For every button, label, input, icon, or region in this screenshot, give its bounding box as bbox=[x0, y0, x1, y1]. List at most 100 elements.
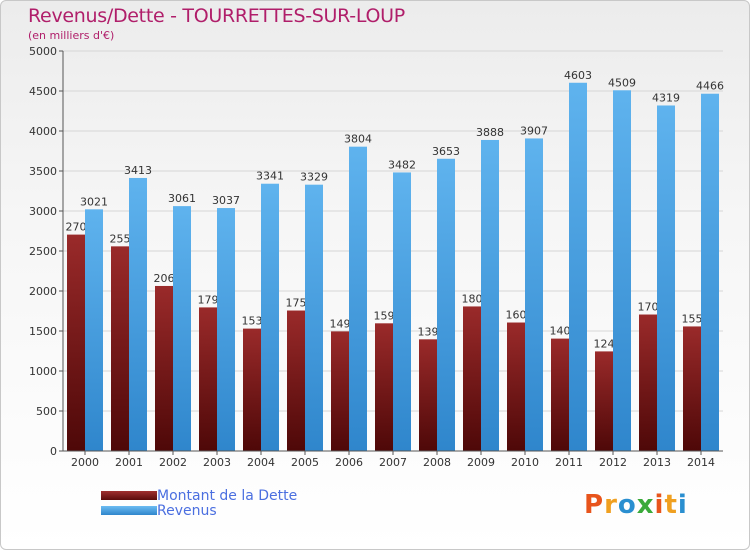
bar-dette bbox=[683, 326, 701, 451]
data-label-revenus: 3804 bbox=[344, 133, 372, 146]
data-label-dette: 160 bbox=[506, 309, 527, 322]
logo-letter: i bbox=[677, 490, 688, 520]
y-tick-label: 4500 bbox=[29, 85, 57, 98]
data-label-revenus: 4509 bbox=[608, 76, 636, 89]
x-tick-label: 2014 bbox=[687, 456, 715, 469]
data-label-dette: 140 bbox=[550, 325, 571, 338]
y-tick-label: 1500 bbox=[29, 325, 57, 338]
x-tick-label: 2011 bbox=[555, 456, 583, 469]
bar-revenus bbox=[613, 90, 631, 451]
legend-swatch-dette bbox=[101, 491, 157, 500]
bar-dette bbox=[375, 323, 393, 451]
bar-revenus bbox=[701, 93, 719, 451]
chart-title: Revenus/Dette - TOURRETTES-SUR-LOUP bbox=[28, 5, 405, 27]
data-label-revenus: 3907 bbox=[520, 124, 548, 137]
y-tick-label: 0 bbox=[50, 445, 57, 458]
data-label-dette: 124 bbox=[594, 337, 615, 350]
data-label-dette: 153 bbox=[242, 315, 263, 328]
y-tick-label: 2000 bbox=[29, 285, 57, 298]
x-tick-label: 2000 bbox=[71, 456, 99, 469]
x-tick-label: 2001 bbox=[115, 456, 143, 469]
x-tick-label: 2002 bbox=[159, 456, 187, 469]
bar-revenus bbox=[217, 208, 235, 451]
data-label-revenus: 3329 bbox=[300, 171, 328, 184]
data-label-revenus: 3061 bbox=[168, 192, 196, 205]
bar-dette bbox=[199, 307, 217, 451]
data-label-revenus: 3482 bbox=[388, 158, 416, 171]
y-tick-label: 5000 bbox=[29, 45, 57, 58]
bar-revenus bbox=[481, 139, 499, 451]
data-label-revenus: 4319 bbox=[652, 91, 680, 104]
bar-revenus bbox=[569, 82, 587, 451]
bar-dette bbox=[331, 331, 349, 451]
legend-label-revenus: Revenus bbox=[157, 503, 217, 519]
bar-revenus bbox=[437, 158, 455, 451]
bar-revenus bbox=[657, 105, 675, 451]
x-tick-label: 2003 bbox=[203, 456, 231, 469]
data-label-dette: 255 bbox=[110, 232, 131, 245]
bar-revenus bbox=[525, 138, 543, 451]
y-tick-label: 1000 bbox=[29, 365, 57, 378]
bar-revenus bbox=[393, 172, 411, 451]
legend-label-dette: Montant de la Dette bbox=[157, 488, 298, 504]
bar-dette bbox=[243, 328, 261, 451]
bar-revenus bbox=[129, 177, 147, 451]
data-label-dette: 159 bbox=[374, 309, 395, 322]
data-label-dette: 170 bbox=[638, 301, 659, 314]
x-tick-label: 2004 bbox=[247, 456, 275, 469]
x-tick-label: 2006 bbox=[335, 456, 363, 469]
x-tick-label: 2012 bbox=[599, 456, 627, 469]
data-label-dette: 175 bbox=[286, 297, 307, 310]
data-label-dette: 139 bbox=[418, 325, 439, 338]
proxiti-logo: Proxiti bbox=[584, 490, 688, 520]
logo-letter: P bbox=[584, 490, 605, 520]
legend-swatch-revenus bbox=[101, 506, 157, 515]
data-label-dette: 155 bbox=[682, 312, 703, 325]
y-tick-label: 500 bbox=[36, 405, 57, 418]
x-tick-label: 2005 bbox=[291, 456, 319, 469]
x-tick-label: 2013 bbox=[643, 456, 671, 469]
data-label-dette: 206 bbox=[154, 272, 175, 285]
bar-dette bbox=[551, 338, 569, 451]
data-label-revenus: 4603 bbox=[564, 69, 592, 82]
y-tick-label: 2500 bbox=[29, 245, 57, 258]
bar-dette bbox=[155, 285, 173, 451]
data-label-revenus: 3341 bbox=[256, 170, 284, 183]
data-label-revenus: 3888 bbox=[476, 126, 504, 139]
chart-subtitle: (en milliers d'€) bbox=[28, 29, 115, 42]
data-label-dette: 149 bbox=[330, 317, 351, 330]
y-tick-label: 3000 bbox=[29, 205, 57, 218]
bar-revenus bbox=[173, 206, 191, 451]
y-tick-label: 3500 bbox=[29, 165, 57, 178]
data-label-revenus: 3021 bbox=[80, 195, 108, 208]
x-tick-label: 2010 bbox=[511, 456, 539, 469]
logo-letter: x bbox=[636, 490, 655, 520]
bar-revenus bbox=[305, 184, 323, 451]
data-label-dette: 179 bbox=[198, 293, 219, 306]
data-label-dette: 180 bbox=[462, 292, 483, 305]
data-label-revenus: 4466 bbox=[696, 80, 724, 93]
bar-dette bbox=[639, 314, 657, 451]
data-label-revenus: 3413 bbox=[124, 164, 152, 177]
x-tick-label: 2007 bbox=[379, 456, 407, 469]
bar-revenus bbox=[85, 209, 103, 451]
logo-letter: o bbox=[617, 490, 637, 520]
bar-dette bbox=[507, 322, 525, 451]
bar-dette bbox=[463, 306, 481, 451]
data-label-revenus: 3037 bbox=[212, 194, 240, 207]
bar-dette bbox=[595, 351, 613, 451]
data-label-dette: 270 bbox=[66, 221, 87, 234]
x-tick-label: 2009 bbox=[467, 456, 495, 469]
logo-letter: i bbox=[654, 490, 665, 520]
data-label-revenus: 3653 bbox=[432, 145, 460, 158]
bar-dette bbox=[67, 234, 85, 451]
bar-revenus bbox=[261, 183, 279, 451]
logo-letter: t bbox=[664, 490, 678, 520]
y-tick-label: 4000 bbox=[29, 125, 57, 138]
x-tick-label: 2008 bbox=[423, 456, 451, 469]
bar-dette bbox=[287, 310, 305, 451]
bar-revenus bbox=[349, 146, 367, 451]
logo-letter: r bbox=[604, 490, 618, 520]
